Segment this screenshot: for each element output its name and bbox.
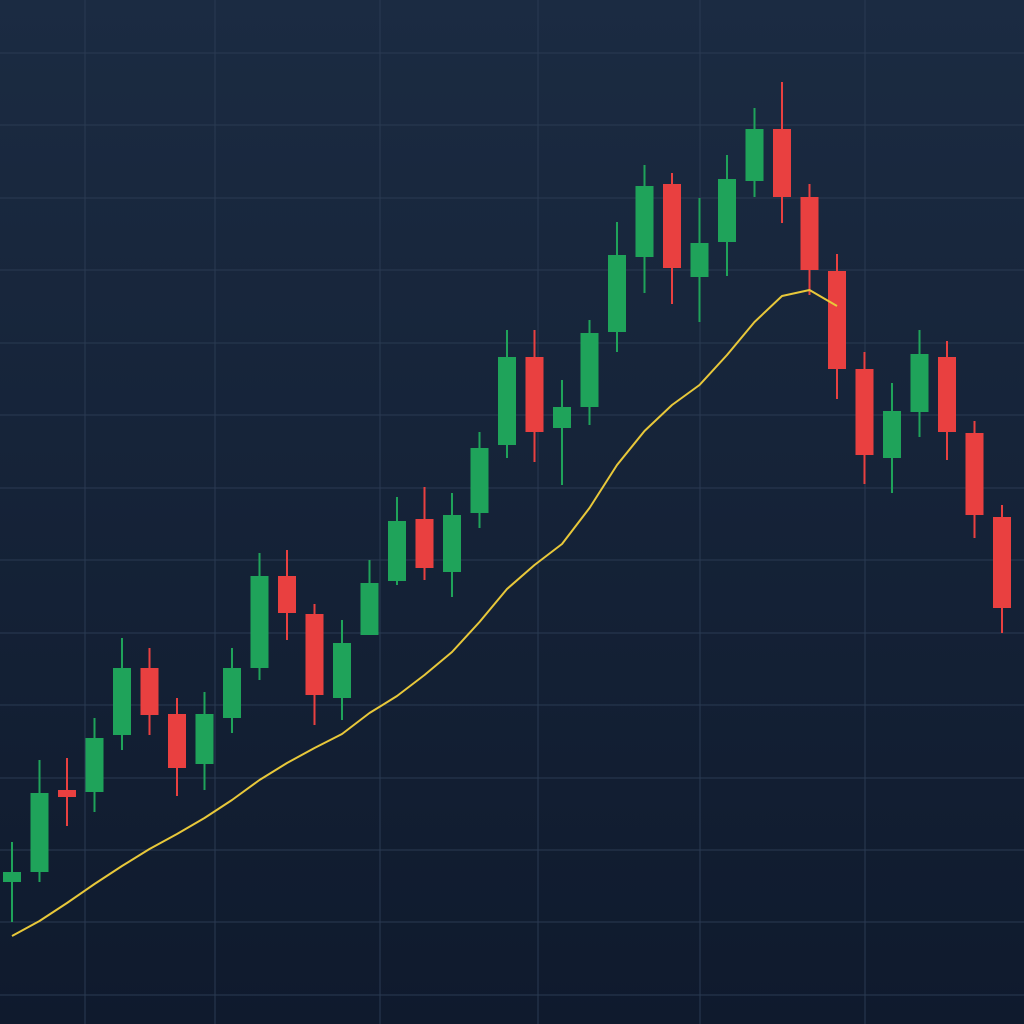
candle-body bbox=[883, 411, 901, 458]
candle-body bbox=[910, 354, 929, 412]
candle-body bbox=[498, 357, 516, 445]
candle-body bbox=[663, 184, 681, 268]
candle-body bbox=[250, 576, 269, 668]
vertical-grid bbox=[84, 0, 866, 1024]
candle-body bbox=[635, 186, 654, 257]
candle-body bbox=[718, 179, 736, 242]
candle-body bbox=[3, 872, 21, 882]
candle-body bbox=[223, 668, 241, 718]
candle-body bbox=[333, 643, 351, 698]
moving-average-line bbox=[11, 289, 838, 937]
candle-body bbox=[58, 790, 76, 797]
candle-body bbox=[278, 576, 296, 613]
candle-body bbox=[690, 243, 709, 277]
candle-body bbox=[828, 271, 846, 369]
candle-body bbox=[388, 521, 406, 581]
candle-body bbox=[470, 448, 489, 513]
candle-body bbox=[525, 357, 544, 432]
candle-body bbox=[993, 517, 1011, 608]
candle-body bbox=[360, 583, 379, 635]
candle-body bbox=[938, 357, 956, 432]
candle-body bbox=[800, 197, 819, 270]
candle-body bbox=[443, 515, 461, 572]
candle-body bbox=[553, 407, 571, 428]
candle-body bbox=[168, 714, 186, 768]
candle-body bbox=[85, 738, 104, 792]
candle-body bbox=[965, 433, 984, 515]
candle-body bbox=[745, 129, 764, 181]
candle-body bbox=[30, 793, 49, 872]
candle-body bbox=[113, 668, 131, 735]
candle-body bbox=[608, 255, 626, 332]
candle-body bbox=[140, 668, 159, 715]
candle-body bbox=[773, 129, 791, 197]
candle-body bbox=[855, 369, 874, 455]
candle-body bbox=[195, 714, 214, 764]
candle-body bbox=[415, 519, 434, 568]
candle-body bbox=[580, 333, 599, 407]
candle-body bbox=[305, 614, 324, 695]
